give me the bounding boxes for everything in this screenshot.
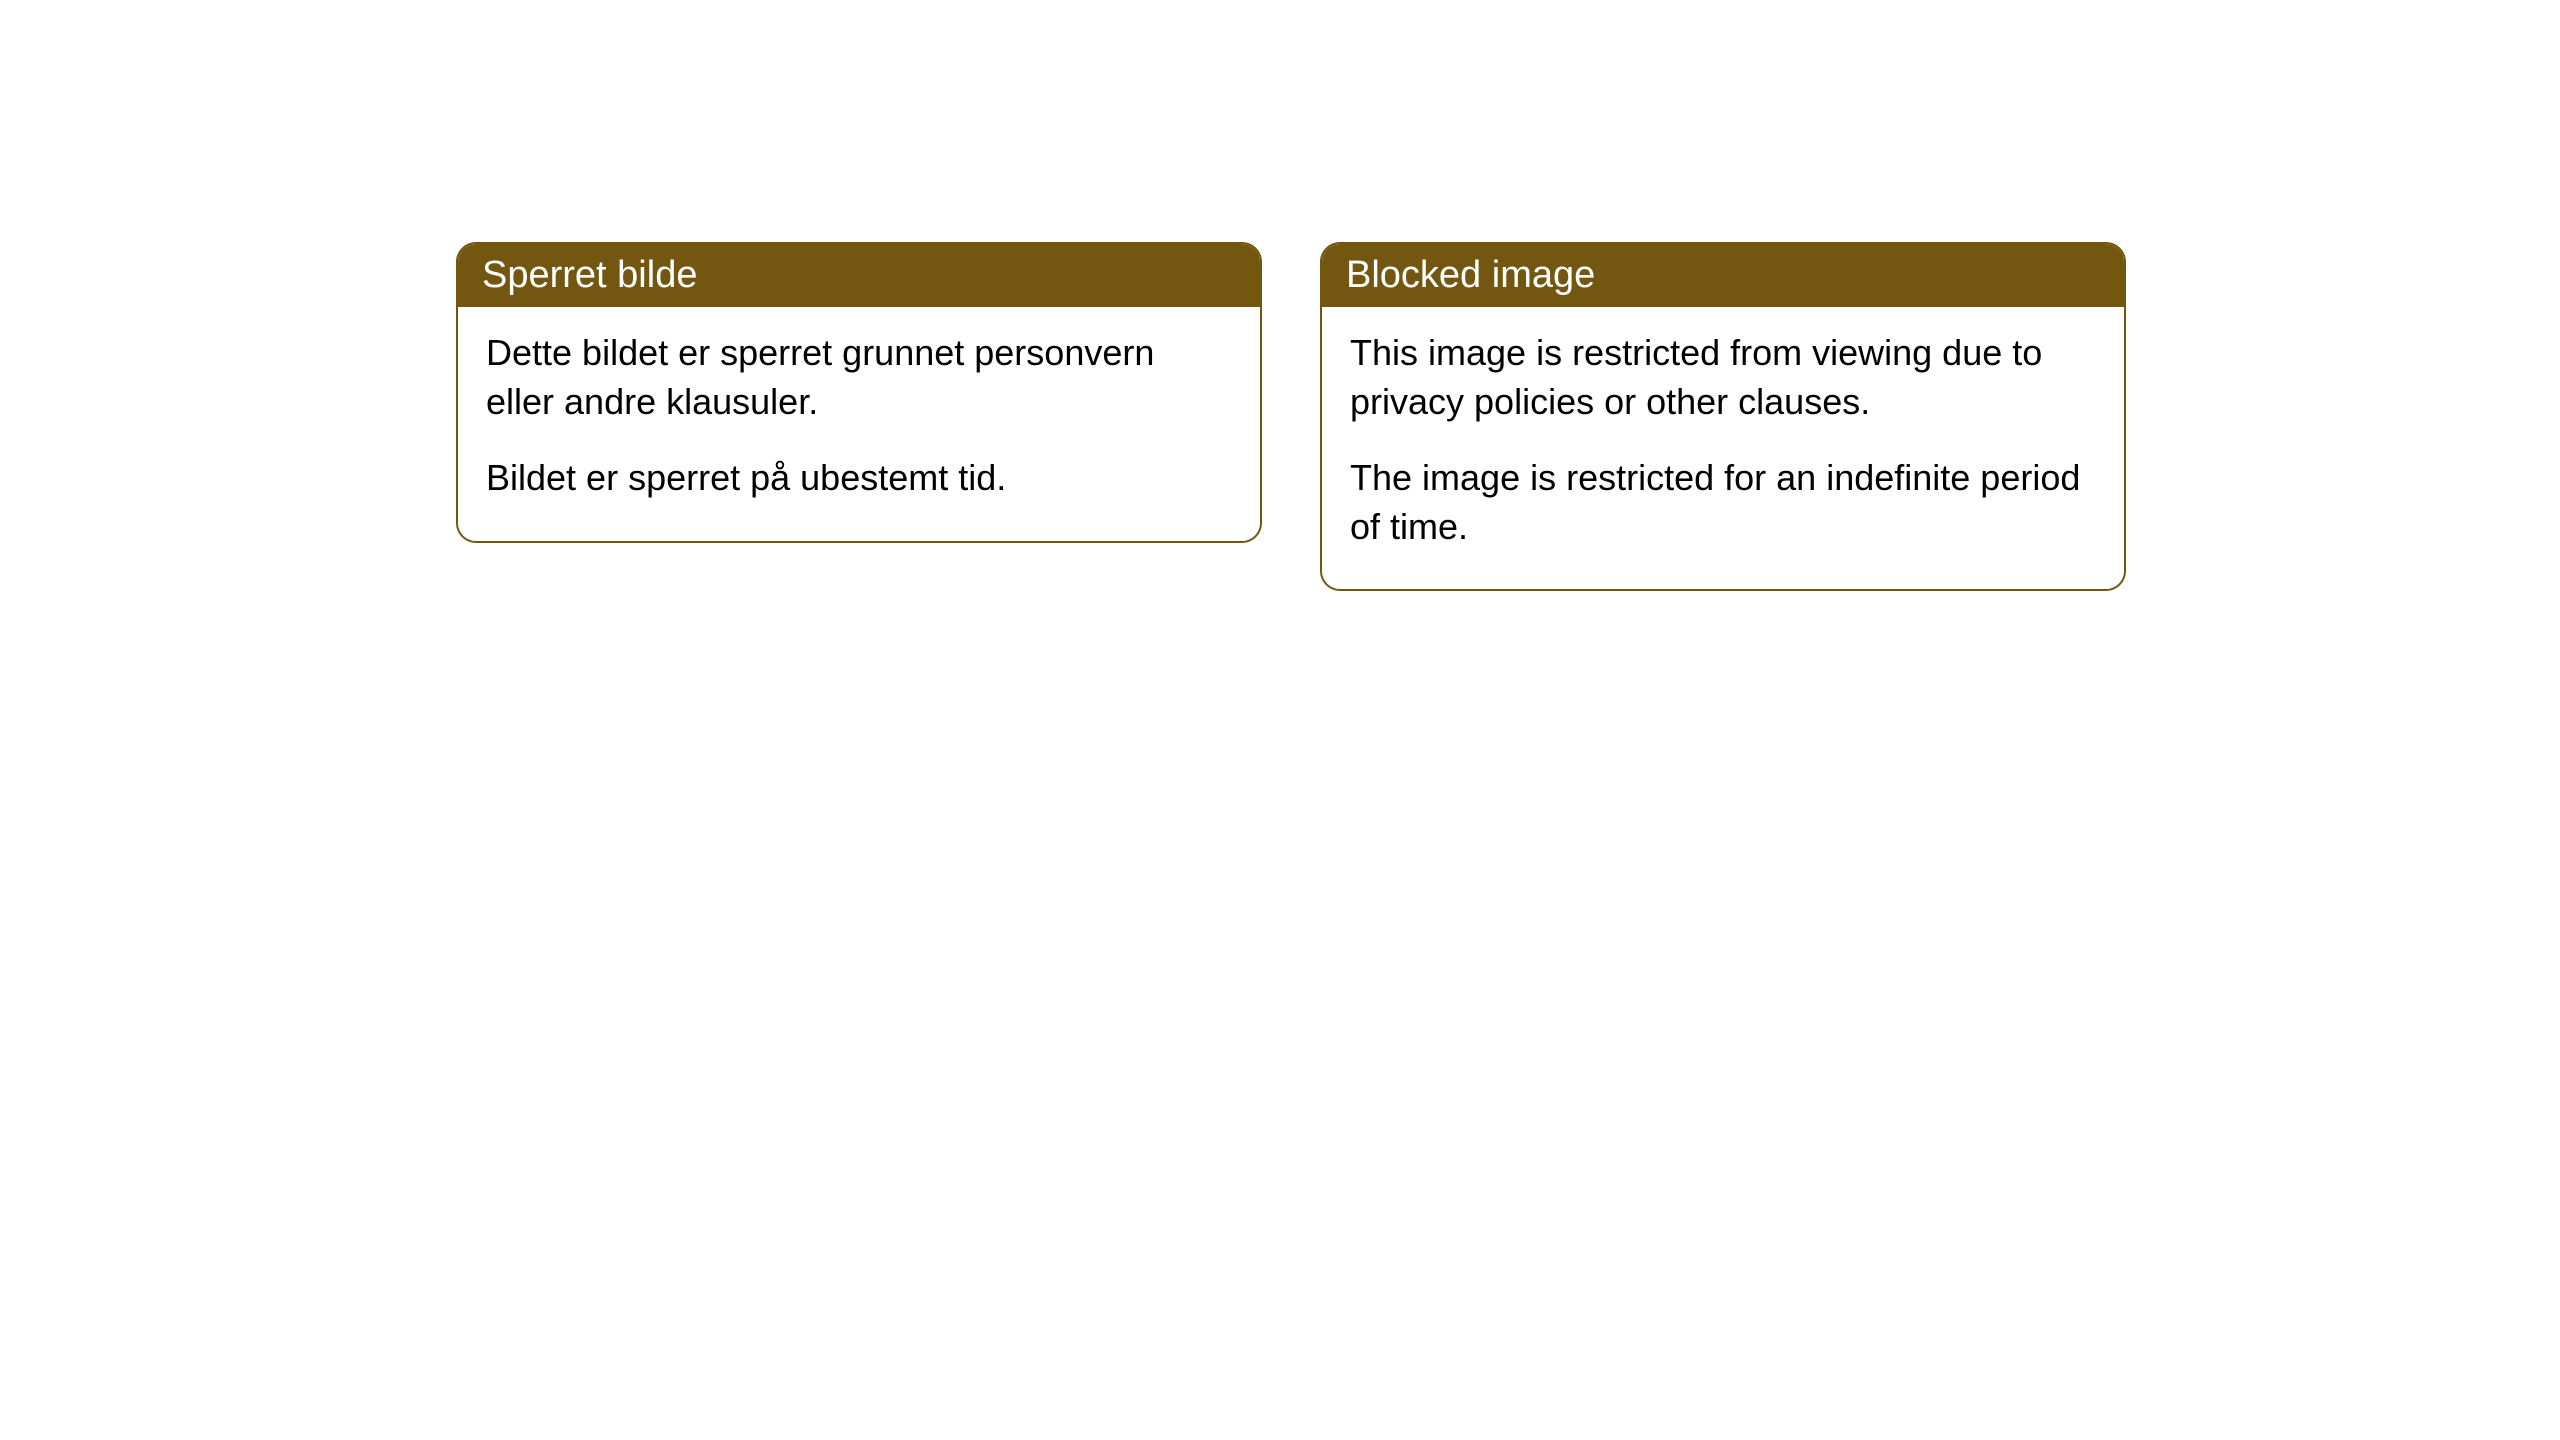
notice-container: Sperret bilde Dette bildet er sperret gr… [0,0,2560,591]
notice-text: Dette bildet er sperret grunnet personve… [486,329,1232,426]
notice-text: The image is restricted for an indefinit… [1350,454,2096,551]
notice-body: Dette bildet er sperret grunnet personve… [458,307,1260,541]
notice-title: Blocked image [1322,244,2124,307]
notice-body: This image is restricted from viewing du… [1322,307,2124,589]
notice-text: Bildet er sperret på ubestemt tid. [486,454,1232,503]
notice-card-norwegian: Sperret bilde Dette bildet er sperret gr… [456,242,1262,543]
notice-text: This image is restricted from viewing du… [1350,329,2096,426]
notice-card-english: Blocked image This image is restricted f… [1320,242,2126,591]
notice-title: Sperret bilde [458,244,1260,307]
